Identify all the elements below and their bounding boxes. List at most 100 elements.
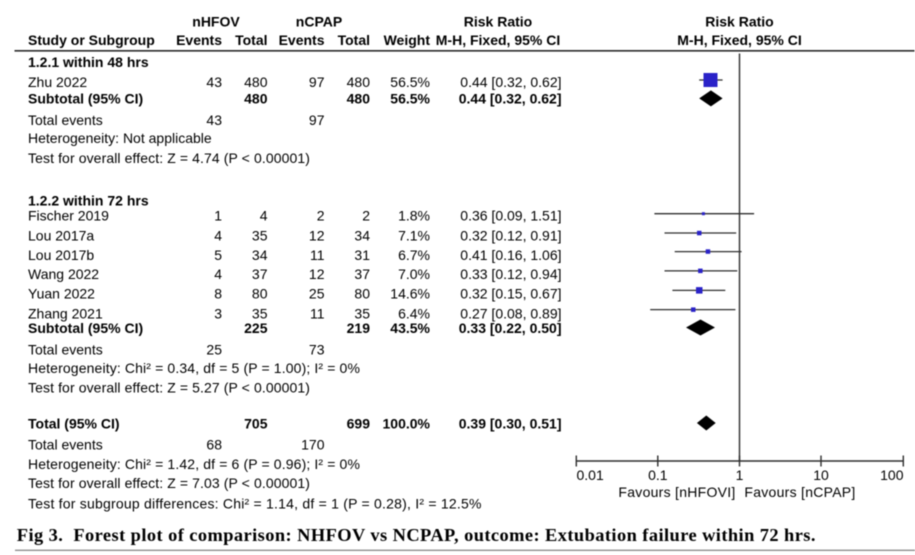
svg-text:Wang 2022: Wang 2022 [28,266,99,282]
svg-text:Total (95% CI): Total (95% CI) [28,416,120,432]
svg-text:7.0%: 7.0% [398,266,430,282]
svg-text:14.6%: 14.6% [390,286,430,302]
svg-text:0.01: 0.01 [577,467,604,483]
svg-text:0.27 [0.08, 0.89]: 0.27 [0.08, 0.89] [460,306,561,322]
svg-text:8: 8 [214,286,222,302]
svg-text:Heterogeneity: Not applicable: Heterogeneity: Not applicable [28,130,212,146]
svg-text:Weight: Weight [384,32,431,48]
svg-text:480: 480 [244,91,268,107]
svg-text:6.7%: 6.7% [398,247,430,263]
svg-text:Test for overall effect: Z = 4: Test for overall effect: Z = 4.74 (P < 0… [28,150,310,166]
svg-text:3: 3 [214,306,222,322]
svg-text:Test for subgroup differences:: Test for subgroup differences: Chi² = 1.… [28,495,482,511]
svg-text:nHFOV: nHFOV [192,13,240,29]
svg-text:97: 97 [309,112,325,128]
svg-text:M-H, Fixed, 95% CI: M-H, Fixed, 95% CI [436,32,560,48]
svg-text:56.5%: 56.5% [390,74,430,90]
svg-text:0.44 [0.32, 0.62]: 0.44 [0.32, 0.62] [459,91,562,107]
svg-text:225: 225 [244,320,268,336]
svg-text:31: 31 [354,247,370,263]
svg-text:0.41 [0.16, 1.06]: 0.41 [0.16, 1.06] [460,247,561,263]
svg-text:35: 35 [252,227,268,243]
svg-text:0.39 [0.30, 0.51]: 0.39 [0.30, 0.51] [459,416,562,432]
svg-text:480: 480 [347,91,371,107]
svg-text:4: 4 [260,208,268,224]
svg-text:Favours [nCPAP]: Favours [nCPAP] [744,484,855,500]
svg-text:12: 12 [309,266,325,282]
svg-text:43.5%: 43.5% [390,320,430,336]
svg-text:705: 705 [244,416,268,432]
svg-text:0.33 [0.12, 0.94]: 0.33 [0.12, 0.94] [460,266,561,282]
svg-text:0.1: 0.1 [648,467,668,483]
svg-text:12: 12 [309,227,325,243]
svg-text:Total events: Total events [28,112,103,128]
svg-text:0.36 [0.09, 1.51]: 0.36 [0.09, 1.51] [460,208,561,224]
svg-text:1.2.1 within 48 hrs: 1.2.1 within 48 hrs [28,54,149,70]
svg-text:1.8%: 1.8% [398,208,430,224]
svg-text:Subtotal (95% CI): Subtotal (95% CI) [28,320,143,336]
svg-text:nCPAP: nCPAP [296,13,342,29]
svg-text:7.1%: 7.1% [398,227,430,243]
svg-text:11: 11 [310,306,325,322]
svg-text:80: 80 [354,286,370,302]
svg-text:100.0%: 100.0% [383,416,431,432]
svg-text:Heterogeneity: Chi² = 0.34, df: Heterogeneity: Chi² = 0.34, df = 5 (P = … [28,360,360,376]
svg-text:0.44 [0.32, 0.62]: 0.44 [0.32, 0.62] [460,74,561,90]
svg-text:1: 1 [214,208,222,224]
svg-text:10: 10 [813,467,829,483]
svg-text:219: 219 [347,320,371,336]
svg-text:170: 170 [301,437,325,453]
svg-text:35: 35 [354,306,370,322]
svg-text:Total events: Total events [28,341,103,357]
svg-text:Study or Subgroup: Study or Subgroup [28,32,155,48]
svg-text:43: 43 [206,112,222,128]
svg-text:Fig 3. Forest plot of compari: Fig 3. Forest plot of comparison: NHFOV … [17,525,816,545]
svg-text:Lou 2017a: Lou 2017a [28,227,94,243]
svg-text:34: 34 [354,227,370,243]
svg-text:Zhang 2021: Zhang 2021 [28,306,103,322]
svg-text:2: 2 [362,208,370,224]
svg-text:Risk Ratio: Risk Ratio [464,13,532,29]
svg-text:68: 68 [206,437,222,453]
svg-text:73: 73 [309,341,325,357]
svg-text:699: 699 [347,416,371,432]
svg-text:25: 25 [309,286,325,302]
svg-text:0.32 [0.15, 0.67]: 0.32 [0.15, 0.67] [460,286,561,302]
svg-text:1.2.2 within 72 hrs: 1.2.2 within 72 hrs [28,192,149,208]
svg-text:80: 80 [252,286,268,302]
svg-text:Fischer 2019: Fischer 2019 [28,208,109,224]
svg-text:M-H, Fixed, 95% CI: M-H, Fixed, 95% CI [677,32,801,48]
svg-text:25: 25 [206,341,222,357]
svg-text:56.5%: 56.5% [390,91,430,107]
svg-text:0.33 [0.22, 0.50]: 0.33 [0.22, 0.50] [459,320,562,336]
svg-text:4: 4 [214,227,222,243]
svg-text:Subtotal (95% CI): Subtotal (95% CI) [28,91,143,107]
svg-text:Total: Total [338,32,370,48]
svg-text:37: 37 [354,266,370,282]
svg-text:480: 480 [244,74,268,90]
svg-text:480: 480 [347,74,371,90]
svg-text:Events: Events [279,32,325,48]
svg-text:5: 5 [214,247,222,263]
svg-text:Heterogeneity: Chi² = 1.42, df: Heterogeneity: Chi² = 1.42, df = 6 (P = … [28,456,360,472]
svg-text:Events: Events [176,32,222,48]
svg-text:37: 37 [252,266,268,282]
svg-text:97: 97 [309,74,325,90]
svg-text:Total events: Total events [28,437,103,453]
svg-text:2: 2 [317,208,325,224]
svg-text:Risk Ratio: Risk Ratio [705,13,773,29]
svg-text:Test for overall effect: Z = 5: Test for overall effect: Z = 5.27 (P < 0… [28,380,310,396]
svg-text:1: 1 [736,467,744,483]
svg-text:Yuan 2022: Yuan 2022 [28,286,95,302]
svg-text:43: 43 [206,74,222,90]
svg-text:100: 100 [880,467,904,483]
svg-text:Test for overall effect: Z = 7: Test for overall effect: Z = 7.03 (P < 0… [28,475,310,491]
svg-text:0.32 [0.12, 0.91]: 0.32 [0.12, 0.91] [460,227,561,243]
svg-text:Total: Total [235,32,267,48]
svg-text:Lou 2017b: Lou 2017b [28,247,94,263]
svg-text:11: 11 [310,247,325,263]
svg-text:34: 34 [252,247,268,263]
svg-text:Favours [nHFOVI]: Favours [nHFOVI] [618,484,735,500]
svg-text:6.4%: 6.4% [398,306,430,322]
svg-text:4: 4 [214,266,222,282]
